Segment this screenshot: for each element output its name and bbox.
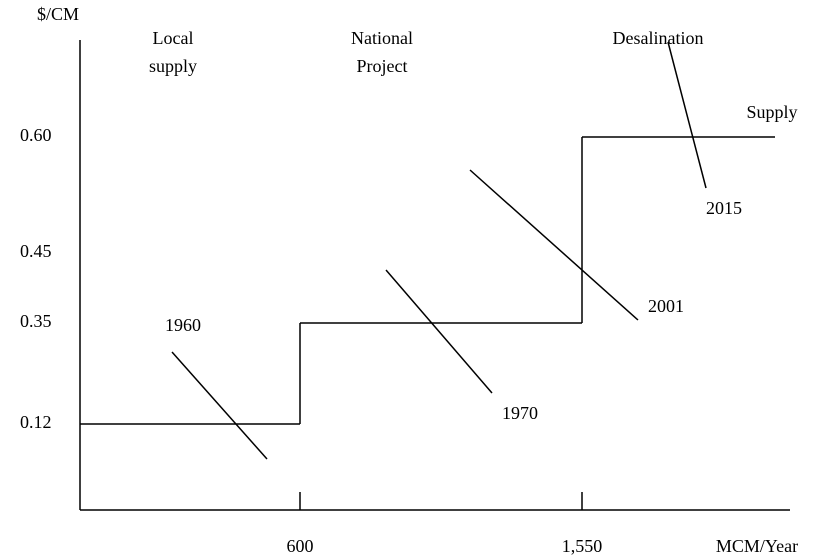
region-label: National — [351, 28, 413, 48]
region-label: Project — [357, 56, 408, 76]
x-tick-label: 600 — [287, 536, 314, 556]
region-label: Local — [153, 28, 194, 48]
demand-label: 1960 — [165, 315, 201, 335]
y-tick-label: 0.12 — [20, 412, 52, 432]
y-tick-label: 0.60 — [20, 125, 52, 145]
region-label: Desalination — [613, 28, 704, 48]
demand-label: 2015 — [706, 198, 742, 218]
y-axis-label: $/CM — [37, 4, 79, 24]
demand-line — [171, 351, 268, 460]
x-tick-label: 1,550 — [562, 536, 603, 556]
x-axis-label: MCM/Year — [716, 536, 798, 556]
y-tick-label: 0.35 — [20, 311, 52, 331]
legend-label: Supply — [746, 102, 797, 122]
demand-line — [667, 41, 707, 189]
demand-line — [385, 269, 493, 394]
region-label: supply — [149, 56, 197, 76]
demand-label: 1970 — [502, 403, 538, 423]
demand-line — [469, 169, 639, 321]
y-tick-label: 0.45 — [20, 241, 52, 261]
demand-label: 2001 — [648, 296, 684, 316]
